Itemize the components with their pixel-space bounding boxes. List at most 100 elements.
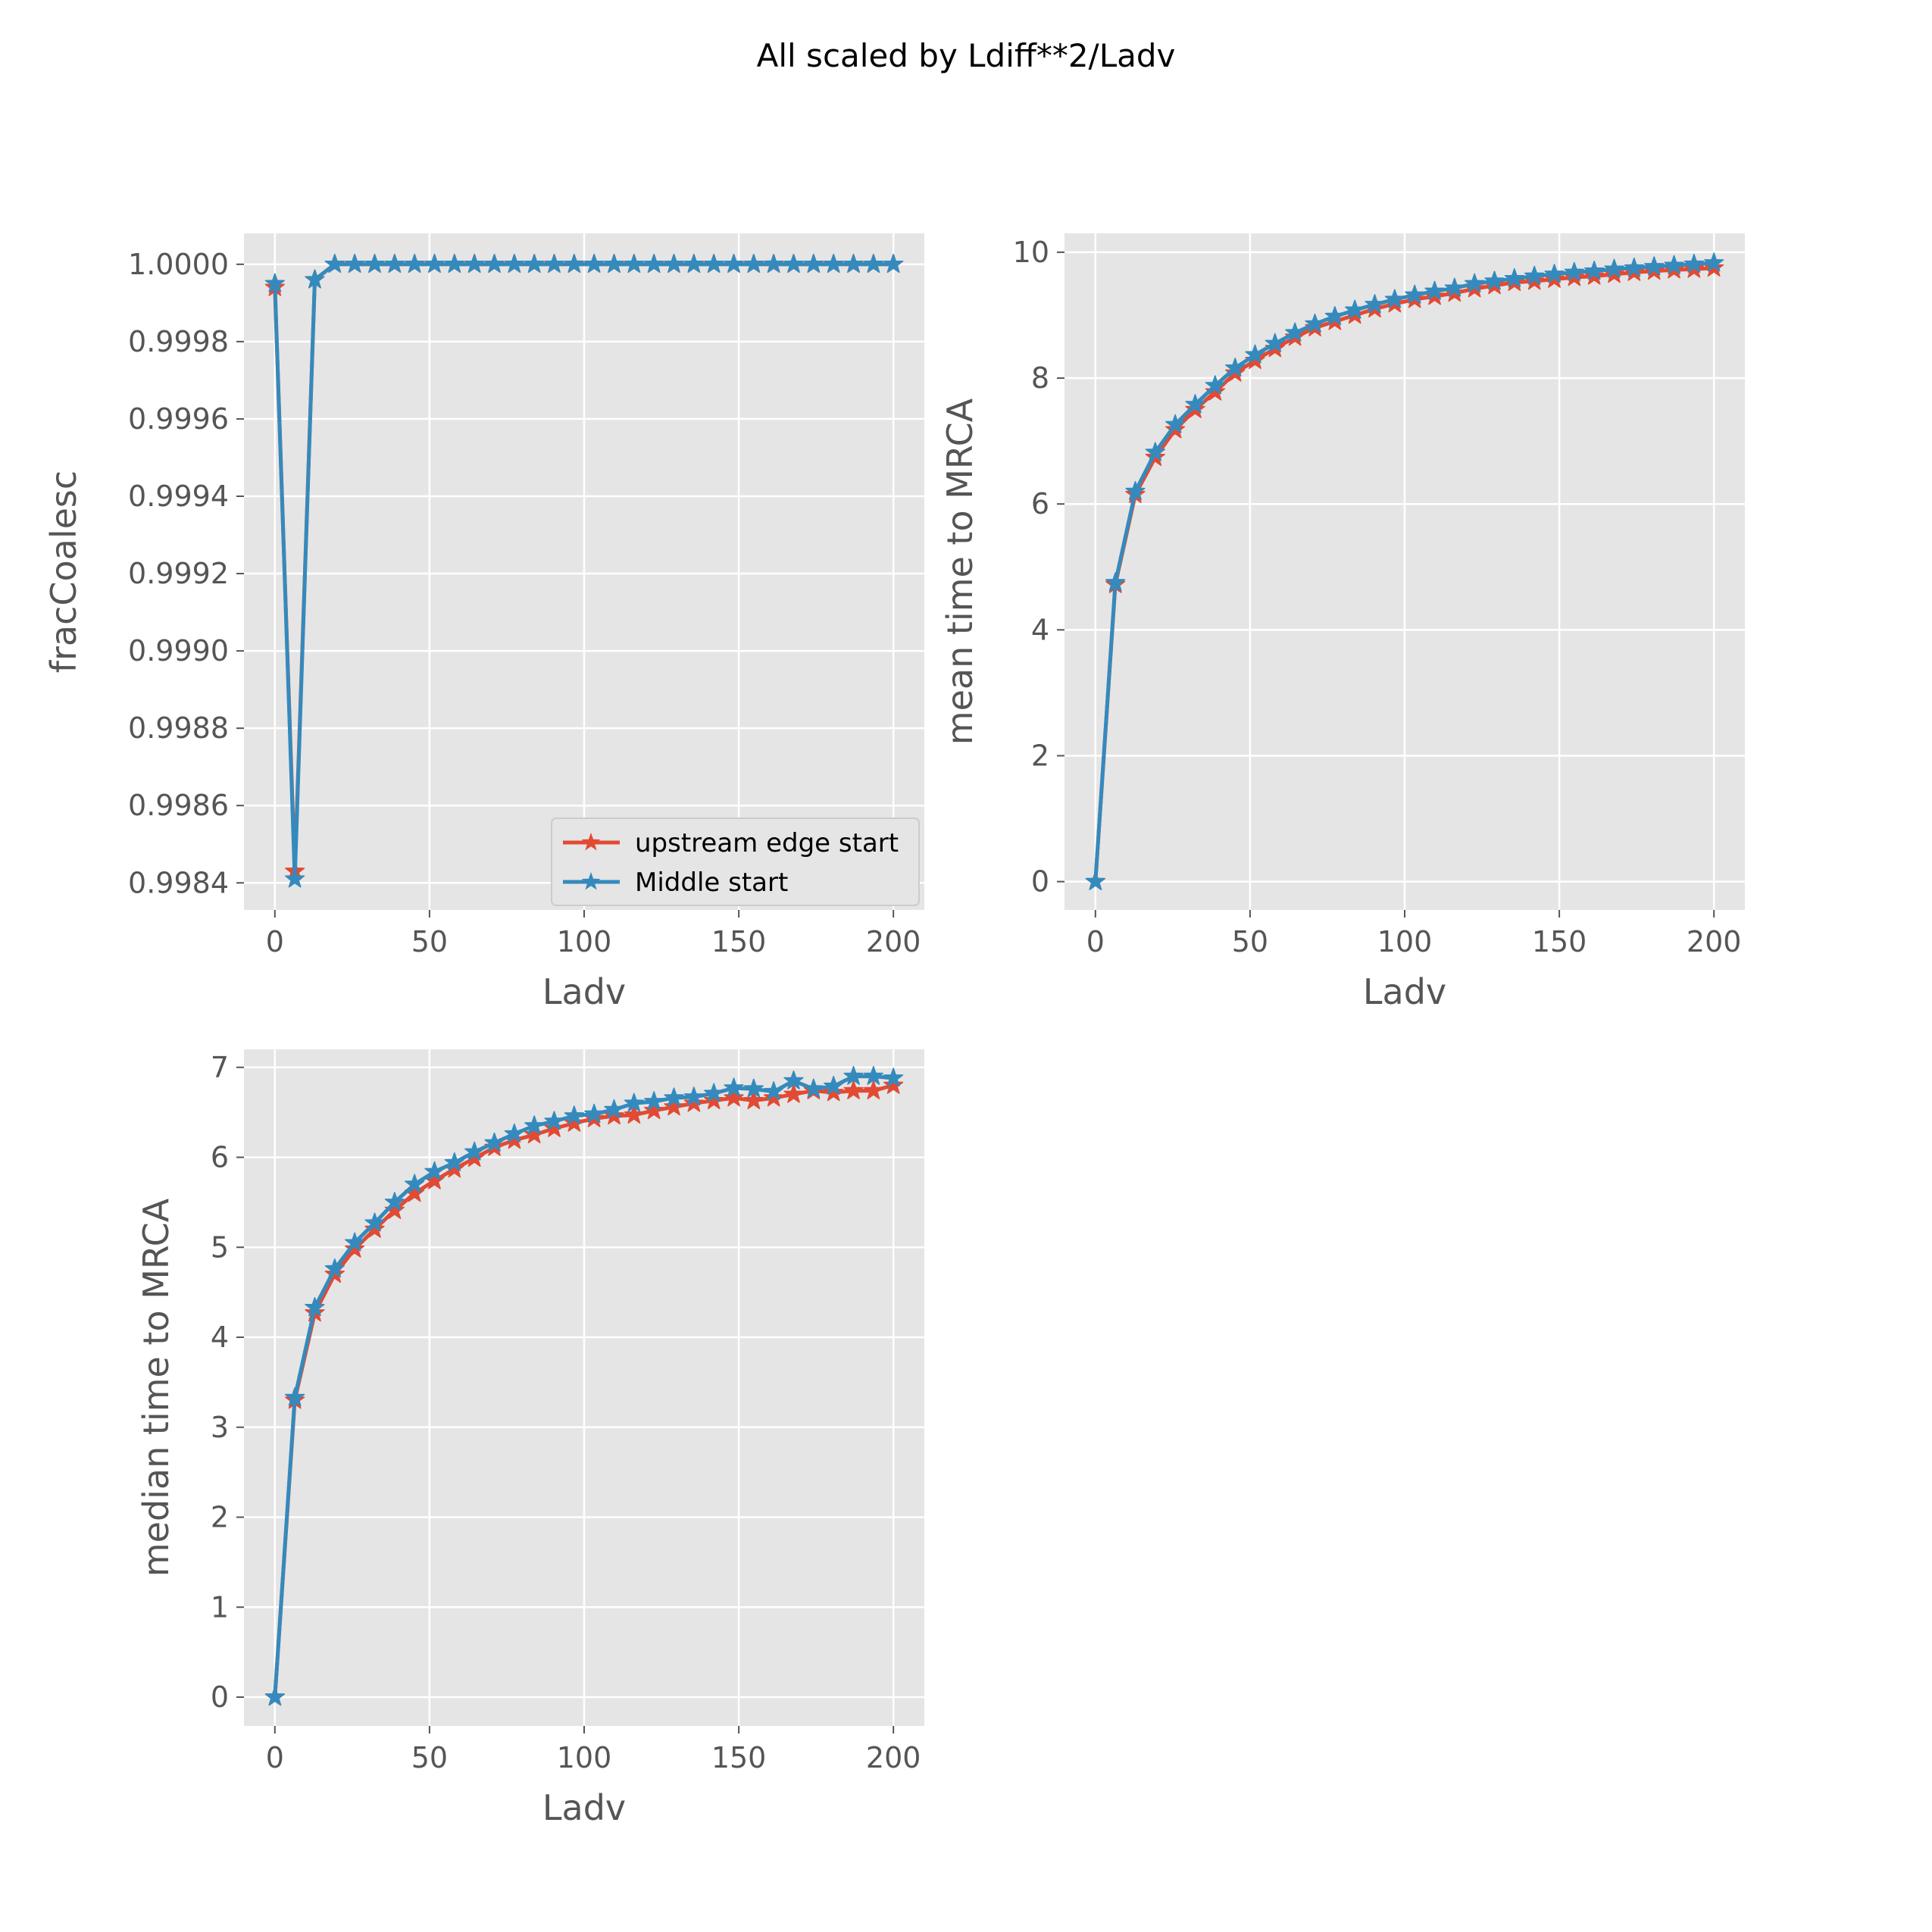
data-point-middle-star-icon xyxy=(1245,344,1265,364)
data-point-middle-star-icon xyxy=(1345,299,1365,319)
y-tick-label: 0.9994 xyxy=(128,480,229,513)
legend-label-upstream: upstream edge start xyxy=(635,828,899,858)
data-point-middle-star-icon xyxy=(1305,313,1325,333)
y-tick-label: 0.9986 xyxy=(128,789,229,822)
x-tick-label: 100 xyxy=(557,925,612,958)
y-tick-label: 8 xyxy=(1031,361,1049,395)
data-point-middle-star-icon xyxy=(843,254,864,274)
y-tick-label: 0.9992 xyxy=(128,557,229,590)
data-point-middle-star-icon xyxy=(1564,261,1584,281)
data-point-middle-star-icon xyxy=(604,1099,624,1118)
x-tick-label: 100 xyxy=(1377,925,1433,958)
y-tick-label: 6 xyxy=(1031,487,1049,521)
data-point-middle-star-icon xyxy=(305,269,325,289)
x-tick-label: 50 xyxy=(411,925,448,958)
y-tick-label: 1 xyxy=(211,1590,229,1624)
data-point-middle-star-icon xyxy=(743,254,764,274)
y-tick-label: 7 xyxy=(211,1051,229,1084)
data-point-upstream-star-icon xyxy=(564,1112,584,1132)
data-point-middle-star-icon xyxy=(683,1086,704,1106)
data-point-upstream-star-icon xyxy=(544,1118,564,1137)
data-point-middle-star-icon xyxy=(1664,255,1684,274)
data-point-middle-star-icon xyxy=(704,1083,724,1102)
data-point-middle-star-icon xyxy=(1644,256,1665,276)
series-layer xyxy=(1085,252,1724,890)
data-point-upstream-star-icon xyxy=(863,1080,883,1099)
data-point-middle-star-icon xyxy=(644,1091,664,1111)
data-point-middle-star-icon xyxy=(464,1141,485,1161)
data-point-middle-star-icon xyxy=(1085,871,1105,890)
data-point-upstream-star-icon xyxy=(644,1100,664,1120)
data-point-middle-star-icon xyxy=(783,1070,804,1089)
data-point-middle-star-icon xyxy=(1683,253,1704,273)
data-point-middle-star-icon xyxy=(664,254,684,274)
data-point-upstream-star-icon xyxy=(704,1089,724,1109)
data-point-middle-star-icon xyxy=(544,254,564,274)
data-point-middle-star-icon xyxy=(444,254,464,274)
data-point-middle-star-icon xyxy=(743,1078,764,1098)
data-point-middle-star-icon xyxy=(1185,394,1205,414)
y-axis-label: median time to MRCA xyxy=(136,1198,177,1577)
data-point-middle-star-icon xyxy=(803,1078,824,1098)
data-point-upstream-star-icon xyxy=(664,1096,684,1116)
data-point-middle-star-icon xyxy=(843,1065,864,1085)
y-tick-label: 0.9998 xyxy=(128,325,229,358)
x-axis-label: Ladv xyxy=(1363,971,1446,1012)
data-point-middle-star-icon xyxy=(1125,480,1146,500)
legend-box xyxy=(551,818,920,906)
data-point-upstream-star-icon xyxy=(683,1093,704,1112)
data-point-middle-star-icon xyxy=(264,1687,285,1706)
data-point-middle-star-icon xyxy=(1365,294,1385,314)
x-tick-label: 50 xyxy=(411,1741,448,1774)
data-point-middle-star-icon xyxy=(644,254,664,274)
x-tick-label: 100 xyxy=(557,1741,612,1774)
data-point-middle-star-icon xyxy=(1165,414,1186,433)
data-point-middle-star-icon xyxy=(824,254,844,274)
data-point-middle-star-icon xyxy=(544,1111,564,1130)
data-point-middle-star-icon xyxy=(345,1232,365,1252)
data-point-middle-star-icon xyxy=(1265,333,1285,352)
x-tick-label: 0 xyxy=(1086,925,1105,958)
data-point-upstream-star-icon xyxy=(364,1218,385,1238)
data-point-upstream-star-icon xyxy=(1205,381,1225,401)
data-point-middle-star-icon xyxy=(624,1093,644,1112)
data-point-middle-star-icon xyxy=(584,254,605,274)
data-point-middle-star-icon xyxy=(524,1115,545,1135)
series-layer xyxy=(264,254,904,888)
panel-median-time-to-mrca: 0 50 100 150 200 0 1 2 3 4 5 6 7 Ladv median time to… xyxy=(136,1049,924,1828)
x-tick-label: 50 xyxy=(1232,925,1268,958)
tick-labels: 0 50 100 150 200 0.9984 0.9986 0.9988 0.9990 0.99… xyxy=(128,248,921,958)
y-tick-label: 0.9990 xyxy=(128,634,229,667)
y-tick-label: 10 xyxy=(1013,236,1049,269)
y-tick-label: 0 xyxy=(211,1680,229,1714)
grid-lines xyxy=(244,1049,924,1726)
data-point-middle-star-icon xyxy=(524,254,545,274)
data-point-middle-star-icon xyxy=(484,254,505,274)
data-point-middle-star-icon xyxy=(464,254,485,274)
y-tick-label: 0.9984 xyxy=(128,866,229,899)
data-point-middle-star-icon xyxy=(324,254,345,274)
data-point-middle-star-icon xyxy=(1604,258,1624,278)
y-tick-label: 1.0000 xyxy=(128,248,229,281)
panel-mean-time-to-mrca: 0 50 100 150 200 0 2 4 6 8 10 Ladv mean time to MR… xyxy=(939,233,1745,1012)
data-point-middle-star-icon xyxy=(1544,264,1565,283)
x-axis-label: Ladv xyxy=(542,1787,626,1828)
y-tick-label: 3 xyxy=(211,1411,229,1444)
data-point-middle-star-icon xyxy=(345,254,365,274)
data-point-middle-star-icon xyxy=(504,254,524,274)
panel-frac-coalesc: 0 50 100 150 200 0.9984 0.9986 0.9988 0.9990 0.99… xyxy=(43,233,924,1012)
y-tick-label: 4 xyxy=(1031,613,1049,646)
data-point-middle-star-icon xyxy=(883,1068,904,1087)
data-point-middle-star-icon xyxy=(724,1077,744,1097)
data-point-upstream-star-icon xyxy=(883,1074,904,1094)
y-tick-label: 0.9988 xyxy=(128,711,229,745)
series-layer xyxy=(264,1065,904,1706)
data-point-middle-star-icon xyxy=(484,1132,505,1152)
data-point-middle-star-icon xyxy=(1524,265,1545,285)
data-point-upstream-star-icon xyxy=(764,1087,784,1107)
y-tick-label: 2 xyxy=(1031,739,1049,772)
data-point-upstream-star-icon xyxy=(624,1104,644,1124)
data-point-upstream-star-icon xyxy=(743,1089,764,1109)
data-point-middle-star-icon xyxy=(364,254,385,274)
